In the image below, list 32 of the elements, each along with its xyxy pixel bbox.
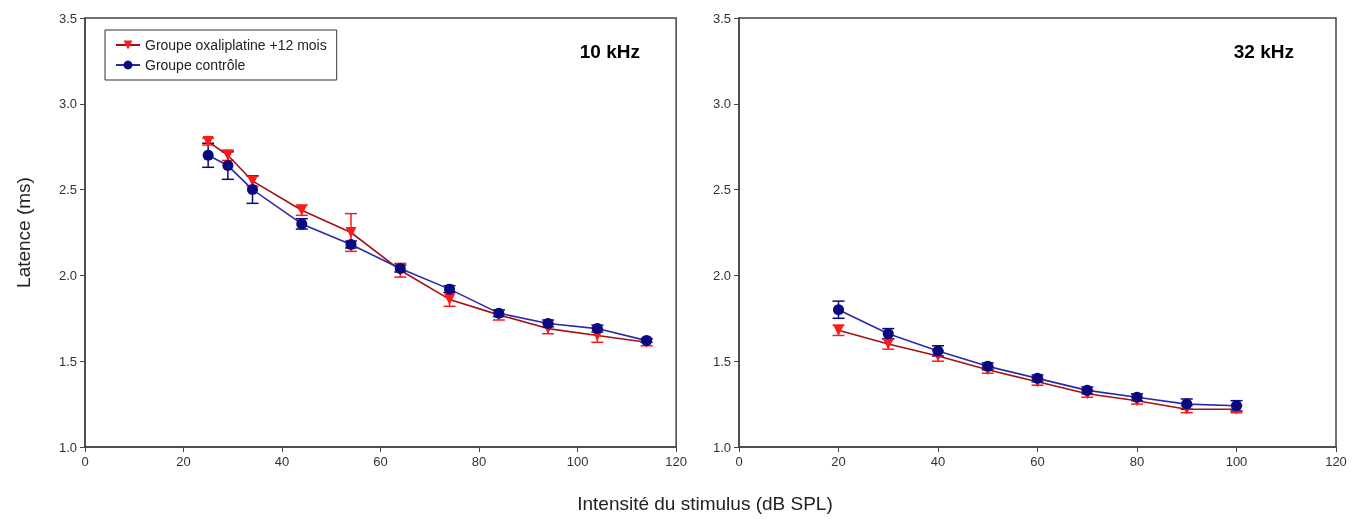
x-axis-title: Intensité du stimulus (dB SPL) [576, 493, 834, 515]
x-tick-label: 0 [735, 454, 743, 469]
legend-label: Groupe contrôle [145, 57, 246, 73]
y-tick-label: 3.0 [58, 96, 77, 112]
x-tick-label: 40 [930, 454, 946, 469]
x-tick-label: 60 [373, 454, 388, 469]
x-tick-label: 100 [1225, 454, 1248, 469]
x-tick-label: 80 [1129, 454, 1145, 469]
y-tick-label: 1.5 [58, 353, 77, 369]
y-tick-label: 1.0 [712, 439, 731, 455]
annotation: 32 kHz [1233, 41, 1294, 62]
y-tick-label: 1.0 [58, 439, 77, 455]
x-tick-label: 40 [274, 454, 290, 469]
x-tick-label: 60 [1030, 454, 1045, 469]
y-tick-label: 2.5 [58, 182, 77, 198]
annotation: 10 kHz [579, 41, 640, 62]
x-tick-label: 20 [831, 454, 846, 469]
y-tick-label: 2.5 [712, 182, 731, 198]
x-tick-label: 120 [1325, 454, 1347, 469]
y-axis-title: Latence (ms) [13, 177, 34, 288]
x-tick-label: 0 [81, 454, 89, 469]
x-tick-label: 80 [471, 454, 487, 469]
x-tick-label: 100 [566, 454, 589, 469]
x-tick-label: 120 [665, 454, 688, 469]
y-tick-label: 3.5 [58, 10, 77, 26]
y-tick-label: 2.0 [712, 267, 731, 283]
legend-label: Groupe oxaliplatine +12 mois [145, 37, 327, 53]
x-tick-label: 20 [176, 454, 191, 469]
y-tick-label: 3.5 [712, 10, 731, 26]
y-tick-label: 3.0 [712, 96, 731, 112]
y-tick-label: 1.5 [712, 353, 731, 369]
y-tick-label: 2.0 [58, 267, 77, 283]
